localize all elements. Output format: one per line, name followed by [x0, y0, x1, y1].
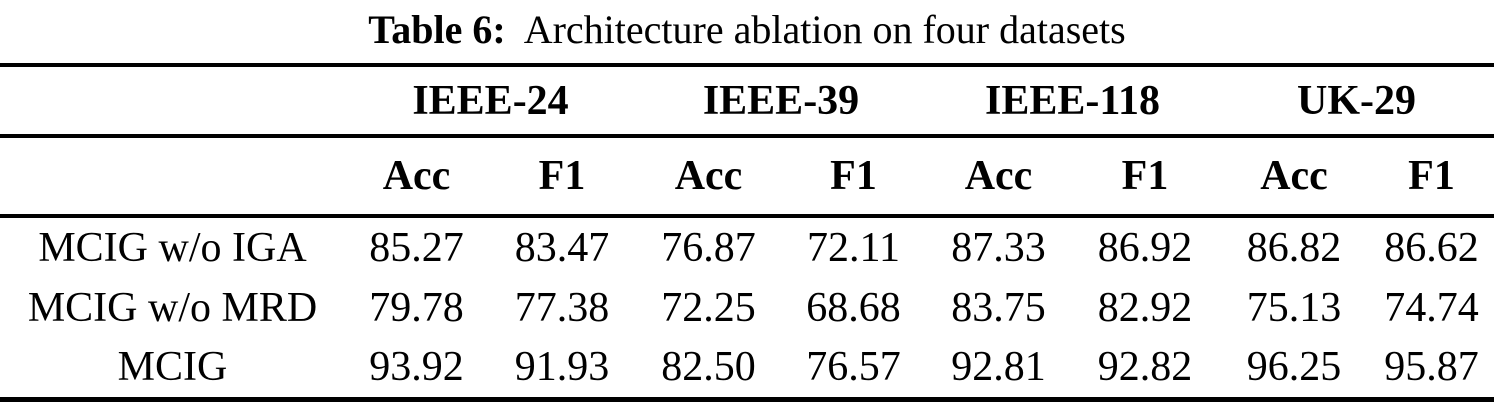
value-cell: 72.11	[807, 224, 900, 271]
table-caption-label: Table 6:	[368, 6, 506, 52]
value-cell: 86.62	[1384, 224, 1479, 271]
row-label: MCIG w/o MRD	[27, 284, 318, 331]
value-cell: 75.13	[1246, 284, 1342, 331]
value-cell: 83.75	[951, 284, 1046, 331]
value-cell: 86.92	[1097, 224, 1193, 271]
metric-label-acc: Acc	[926, 136, 1071, 218]
value-cell: 95.87	[1369, 338, 1494, 402]
value-cell: 93.92	[345, 338, 488, 402]
value-cell: 76.57	[781, 338, 926, 402]
metric-label-acc: Acc	[1219, 136, 1369, 218]
value-cell: 92.82	[1071, 338, 1219, 402]
table-row-mcig-wo-iga: MCIG w/o IGA 85.27 83.47 76.87 72.11 87.…	[0, 216, 1494, 277]
table-caption: Table 6: Architecture ablation on four d…	[0, 0, 1494, 58]
value-cell: 72.25	[661, 284, 756, 331]
corner-cell	[0, 136, 345, 218]
value-cell: 96.25	[1219, 338, 1369, 402]
ablation-results-table: IEEE-24 IEEE-39 IEEE-118 UK-29 Acc F1 Ac…	[0, 63, 1494, 402]
value-cell: 87.33	[951, 224, 1046, 271]
metric-label-acc: Acc	[636, 136, 781, 218]
value-cell: 83.47	[514, 224, 610, 271]
metric-label-f1: F1	[1369, 136, 1494, 218]
value-cell: 82.92	[1097, 284, 1193, 331]
table-row-mcig-wo-mrd: MCIG w/o MRD 79.78 77.38 72.25 68.68 83.…	[0, 277, 1494, 338]
metric-label-f1: F1	[488, 136, 636, 218]
metric-label-f1: F1	[781, 136, 926, 218]
value-cell: 92.81	[926, 338, 1071, 402]
value-cell: 85.27	[369, 224, 464, 271]
column-group-uk-29: UK-29	[1219, 63, 1494, 138]
dataset-header-row: IEEE-24 IEEE-39 IEEE-118 UK-29	[0, 63, 1494, 138]
row-label: MCIG	[0, 338, 345, 402]
value-cell: 68.68	[806, 284, 901, 331]
column-group-ieee-118: IEEE-118	[926, 63, 1219, 138]
row-label: MCIG w/o IGA	[38, 224, 307, 271]
metric-label-f1: F1	[1071, 136, 1219, 218]
corner-cell	[0, 63, 345, 138]
column-group-ieee-39: IEEE-39	[636, 63, 926, 138]
metric-label-acc: Acc	[345, 136, 488, 218]
value-cell: 77.38	[514, 284, 610, 331]
table-caption-text: Architecture ablation on four datasets	[523, 6, 1126, 52]
column-group-ieee-24: IEEE-24	[345, 63, 636, 138]
value-cell: 86.82	[1246, 224, 1342, 271]
value-cell: 82.50	[636, 338, 781, 402]
value-cell: 76.87	[661, 224, 756, 271]
value-cell: 91.93	[488, 338, 636, 402]
value-cell: 79.78	[369, 284, 464, 331]
table-row-mcig: MCIG 93.92 91.93 82.50 76.57 92.81 92.82…	[0, 338, 1494, 402]
metric-header-row: Acc F1 Acc F1 Acc F1 Acc F1	[0, 136, 1494, 218]
value-cell: 74.74	[1384, 284, 1479, 331]
